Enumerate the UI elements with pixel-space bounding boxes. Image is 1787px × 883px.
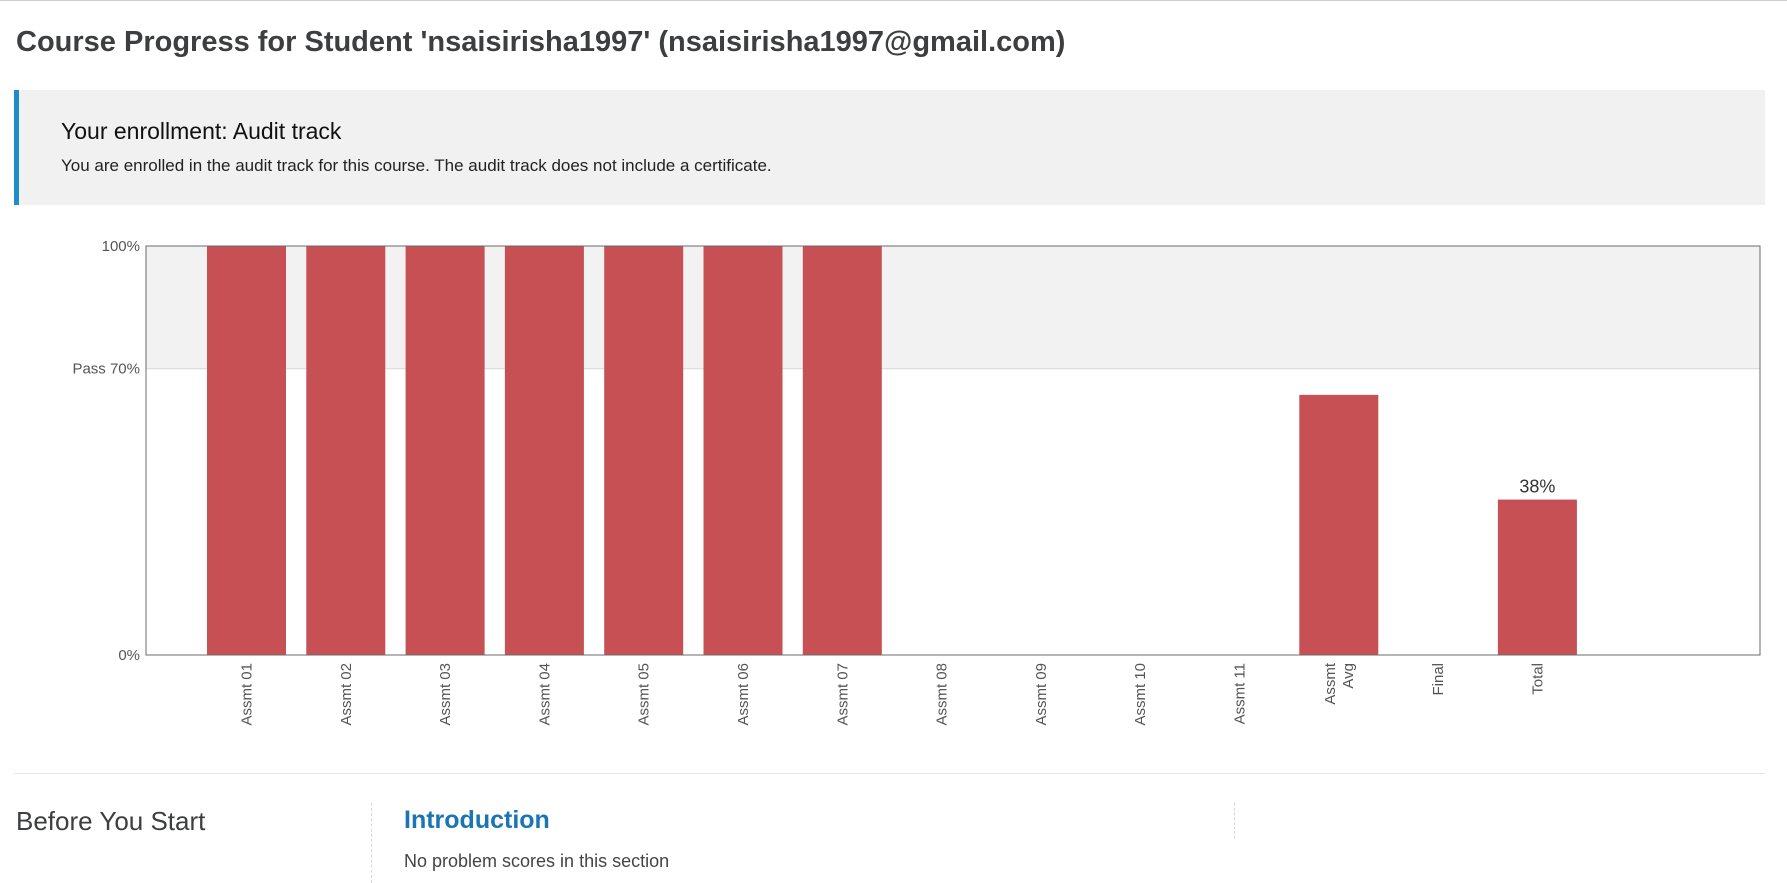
x-tick-label: Assmt 04 bbox=[536, 663, 553, 726]
x-tick-label-text: Assmt 03 bbox=[437, 663, 454, 726]
x-tick-label: Assmt 08 bbox=[934, 663, 951, 726]
x-tick-label-line: Assmt bbox=[1322, 662, 1339, 705]
enrollment-description: You are enrolled in the audit track for … bbox=[61, 156, 772, 175]
y-tick-label: 0% bbox=[118, 647, 140, 664]
x-tick-label-text: Assmt 07 bbox=[834, 663, 851, 726]
section-divider bbox=[14, 773, 1765, 774]
x-tick-label-text: Assmt 06 bbox=[735, 663, 752, 726]
x-tick-label: Assmt 10 bbox=[1132, 663, 1149, 726]
x-tick-label-text: Assmt 01 bbox=[239, 663, 256, 726]
x-tick-label-text: Assmt 04 bbox=[536, 663, 553, 726]
bar-assmt-06 bbox=[703, 246, 783, 655]
x-tick-label-line: Avg bbox=[1340, 663, 1357, 689]
chapter-title: Before You Start bbox=[16, 806, 206, 836]
bar-assmt-01 bbox=[207, 246, 286, 655]
x-tick-label-text: Assmt 05 bbox=[636, 663, 653, 726]
pass-band bbox=[146, 246, 1760, 369]
y-tick-label: Pass 70% bbox=[72, 361, 140, 378]
x-tick-label: Final bbox=[1430, 663, 1447, 696]
bar-assmt-avg bbox=[1299, 394, 1379, 655]
grade-chart-svg: 100% Pass 70% 0% Assmt 01 Assmt 02 Assmt 03 As… bbox=[72, 238, 1761, 726]
bar-assmt-02 bbox=[306, 246, 386, 655]
grade-chart: 100% Pass 70% 0% Assmt 01 Assmt 02 Assmt 03 As… bbox=[0, 230, 1787, 750]
column-separator bbox=[371, 803, 372, 883]
x-tick-label-text: Final bbox=[1430, 663, 1447, 696]
x-tick-label-text: Assmt 02 bbox=[338, 663, 355, 726]
x-tick-label: Assmt 01 bbox=[239, 663, 256, 726]
x-tick-label-text: Assmt 10 bbox=[1132, 663, 1149, 726]
x-tick-label: Assmt 06 bbox=[735, 663, 752, 726]
x-tick-label: Assmt 05 bbox=[636, 663, 653, 726]
section-link-introduction[interactable]: Introduction bbox=[404, 806, 550, 834]
enrollment-message: Your enrollment: Audit track You are enr… bbox=[14, 90, 1765, 205]
x-tick-label: Assmt 02 bbox=[338, 663, 355, 726]
enrollment-title: Your enrollment: Audit track bbox=[61, 118, 342, 144]
bar-assmt-05 bbox=[604, 246, 684, 655]
column-separator bbox=[1234, 803, 1235, 839]
x-tick-label: Assmt Avg bbox=[1322, 662, 1357, 705]
bar-assmt-03 bbox=[405, 246, 485, 655]
section-scores-text: No problem scores in this section bbox=[404, 851, 670, 871]
x-tick-label: Assmt 11 bbox=[1232, 663, 1249, 724]
x-tick-label-text: Assmt 08 bbox=[934, 663, 951, 726]
bar-total bbox=[1497, 499, 1577, 655]
x-tick-label: Assmt 07 bbox=[834, 663, 851, 726]
x-tick-label-text: Assmt 09 bbox=[1033, 663, 1050, 726]
y-tick-label: 100% bbox=[102, 238, 140, 255]
x-tick-label: Assmt 03 bbox=[437, 663, 454, 726]
x-tick-label-text: Total bbox=[1529, 663, 1546, 695]
page-title: Course Progress for Student 'nsaisirisha… bbox=[16, 26, 1066, 58]
x-tick-label: Total bbox=[1529, 663, 1546, 695]
bar-assmt-04 bbox=[504, 246, 584, 655]
x-tick-label-text: Assmt 11 bbox=[1232, 663, 1249, 724]
bar-value-label: 38% bbox=[1519, 477, 1555, 497]
bar-assmt-07 bbox=[802, 246, 882, 655]
x-tick-label: Assmt 09 bbox=[1033, 663, 1050, 726]
plot-border bbox=[145, 245, 1761, 656]
top-border bbox=[0, 0, 1787, 1]
